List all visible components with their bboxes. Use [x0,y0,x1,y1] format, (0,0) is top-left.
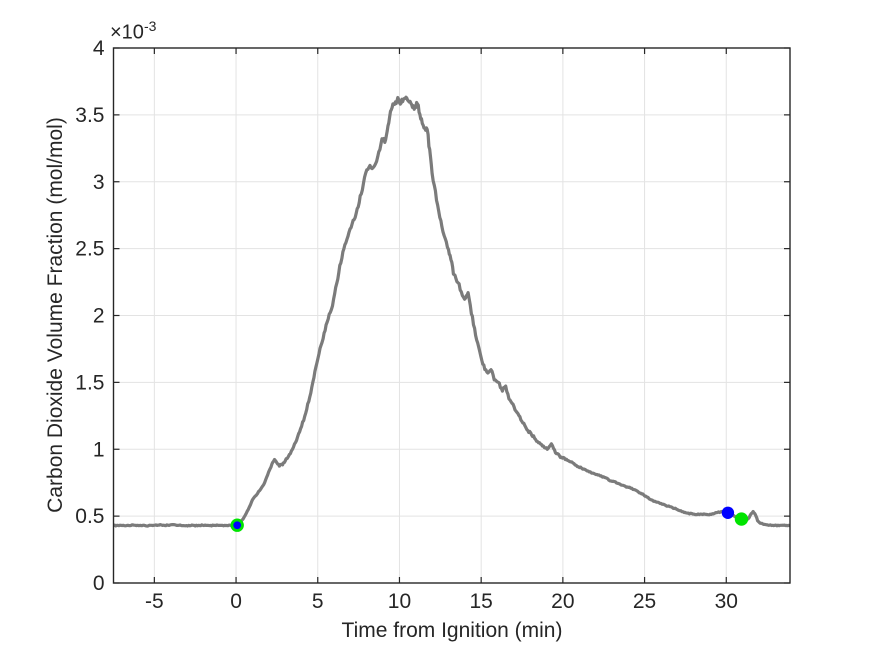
y-axis-exponent: ×10-3 [110,18,156,45]
y-tick-label: 3 [93,171,105,194]
exponent-base: ×10 [110,21,144,44]
end-marker-blue [721,506,735,519]
y-axis-label: Carbon Dioxide Volume Fraction (mol/mol) [44,117,67,513]
axes-box [112,47,791,584]
end-marker-green [734,512,749,526]
y-tick-label: 0.5 [75,505,104,528]
ignition-marker [230,518,244,532]
y-tick-label: 2 [93,305,105,328]
x-tick-label: 10 [388,590,411,613]
x-tick-label: 25 [633,590,656,613]
y-tick-label: 0 [93,572,105,595]
y-tick-label: 1 [93,438,105,461]
x-tick-label: 5 [312,590,324,613]
y-tick-label: 2.5 [75,238,104,261]
x-tick-label: 0 [230,590,242,613]
y-tick-label: 3.5 [75,104,104,127]
x-tick-label: 30 [715,590,738,613]
y-tick-label: 1.5 [75,371,104,394]
exponent-sup: -3 [143,18,157,34]
x-tick-label: 15 [469,590,492,613]
x-axis-label: Time from Ignition (min) [341,619,563,642]
x-tick-label: 20 [551,590,574,613]
y-tick-label: 4 [93,37,105,60]
x-tick-label: -5 [145,590,164,613]
co2-volume-fraction [113,95,790,528]
